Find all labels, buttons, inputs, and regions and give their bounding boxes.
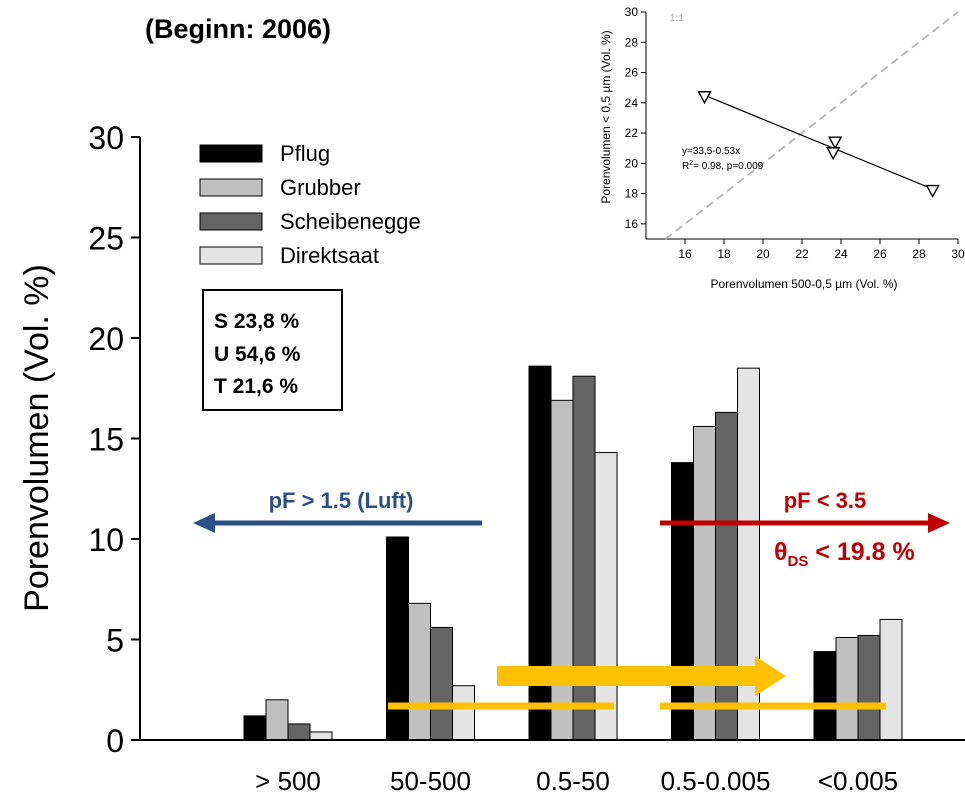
theta-ds-label: θDS < 19.8 % (774, 538, 915, 570)
y-tick-label: 5 (106, 623, 124, 659)
x-tick-label: > 500 (255, 766, 321, 796)
soil-box-frame (202, 289, 343, 411)
y-tick-label: 20 (88, 321, 124, 357)
inset-r2-label: R2= 0.98, p=0.009 (682, 160, 764, 172)
x-tick-label: 0.5-50 (536, 766, 610, 796)
bar-grubber (835, 636, 859, 741)
header-text: (Beginn: 2006) (145, 14, 331, 44)
inset-y-tick-label: 26 (625, 66, 639, 80)
bar-pflug (671, 462, 694, 741)
x-tick-label: 0.5-0.005 (661, 766, 771, 796)
inset-reference-line (664, 11, 959, 240)
water-arrow-head (928, 513, 950, 533)
inset-ref-label: 1:1 (670, 13, 684, 24)
legend-swatch (199, 246, 263, 265)
inset-eq-label: y=33,5-0.53x (682, 146, 740, 157)
y-tick-label: 15 (88, 422, 124, 458)
bar-pflug (386, 536, 409, 741)
legend: Pflug Grubber Scheibenegge Direktsaat (199, 141, 421, 268)
inset-point-triangle (826, 147, 841, 161)
soil-clay: T 21,6 % (214, 375, 298, 398)
bar-pflug (813, 651, 837, 741)
inset-x-tick-label: 22 (795, 247, 809, 261)
legend-label: Pflug (280, 141, 330, 166)
inset-point-triangle (827, 136, 843, 150)
bar-grubber (550, 399, 574, 741)
yellow-arrow-shaft (497, 666, 755, 686)
soil-silt: U 54,6 % (214, 343, 301, 366)
inset-y-tick-label: 24 (625, 96, 639, 110)
y-axis-label: Porenvolumen (Vol. %) (18, 264, 56, 612)
bar-layer (243, 365, 903, 741)
legend-label: Grubber (280, 175, 361, 200)
theta-symbol: θ (774, 538, 788, 566)
bar-grubber (408, 602, 431, 741)
bar-direktsaat (879, 618, 903, 741)
main-chart: 0 5 10 15 20 25 30 > 500 50-500 0.5-50 0.5-0.005 <0… (18, 120, 965, 796)
inset-y-tick-label: 28 (625, 35, 639, 49)
inset-r2-main: R (682, 161, 689, 172)
inset-x-tick-label: 30 (951, 247, 965, 261)
bar-direktsaat (594, 452, 618, 741)
inset-y-tick-label: 18 (625, 187, 639, 201)
y-tick-label: 10 (88, 522, 124, 558)
bar-direktsaat (309, 731, 333, 741)
bar-scheibenegge (430, 626, 453, 741)
inset-y-label: Porenvolumen < 0,5 µm (Vol. %) (599, 30, 613, 203)
bar-pflug (243, 715, 267, 741)
inset-y-tick-label: 22 (625, 126, 639, 140)
bar-scheibenegge (857, 634, 881, 741)
bar-scheibenegge (287, 723, 311, 741)
main-axes: 0 5 10 15 20 25 30 > 500 50-500 0.5-50 0.5-0.005 <0… (88, 120, 965, 796)
inset-r2-rest: = 0.98, p=0.009 (693, 161, 764, 172)
inset-points (697, 91, 940, 199)
x-tick-label: <0.005 (818, 766, 898, 796)
legend-swatch (199, 178, 263, 197)
yellow-arrow-head (755, 656, 786, 696)
y-tick-label: 25 (88, 221, 124, 257)
legend-swatch (199, 212, 263, 231)
inset-x-label: Porenvolumen 500-0,5 µm (Vol. %) (710, 277, 897, 291)
inset-scatter-plot: 16 18 20 22 24 26 28 30 16 18 20 22 24 26 28 30 Porenvo… (599, 5, 965, 291)
inset-x-tick-label: 20 (756, 247, 770, 261)
water-arrow-label: pF < 3.5 (784, 488, 867, 513)
inset-x-tick-label: 16 (678, 247, 692, 261)
inset-y-tick-label: 20 (625, 156, 639, 170)
theta-subscript: DS (788, 553, 809, 570)
inset-axes: 16 18 20 22 24 26 28 30 16 18 20 22 24 26 28 30 (625, 5, 965, 261)
inset-y-tick-label: 16 (625, 217, 639, 231)
inset-lines (664, 11, 959, 240)
inset-x-tick-label: 18 (717, 247, 731, 261)
inset-point-triangle (697, 91, 712, 105)
inset-x-tick-label: 28 (912, 247, 926, 261)
legend-swatch (199, 144, 263, 163)
bar-direktsaat (452, 685, 475, 741)
inset-x-tick-label: 24 (834, 247, 848, 261)
bar-grubber (265, 699, 289, 741)
legend-label: Direktsaat (280, 243, 379, 268)
x-tick-label: 50-500 (390, 766, 471, 796)
air-arrow-label: pF > 1.5 (Luft) (269, 488, 414, 513)
inset-r2-sup: 2 (689, 160, 693, 167)
inset-fit-line (704, 94, 933, 190)
inset-y-tick-label: 30 (625, 5, 639, 19)
soil-texture-box: S 23,8 % U 54,6 % T 21,6 % (202, 289, 343, 411)
bar-grubber (693, 425, 716, 741)
inset-point-triangle (925, 184, 940, 199)
inset-x-tick-label: 26 (873, 247, 887, 261)
annotation-arrows: pF > 1.5 (Luft) pF < 3.5 θDS < 19.8 % (193, 488, 950, 710)
y-tick-label: 0 (106, 723, 124, 759)
air-arrow-head (193, 513, 215, 533)
bar-scheibenegge (715, 411, 738, 741)
soil-sand: S 23,8 % (214, 310, 300, 333)
theta-rest: < 19.8 % (808, 538, 914, 566)
legend-label: Scheibenegge (280, 209, 421, 234)
y-tick-label: 30 (88, 120, 124, 156)
